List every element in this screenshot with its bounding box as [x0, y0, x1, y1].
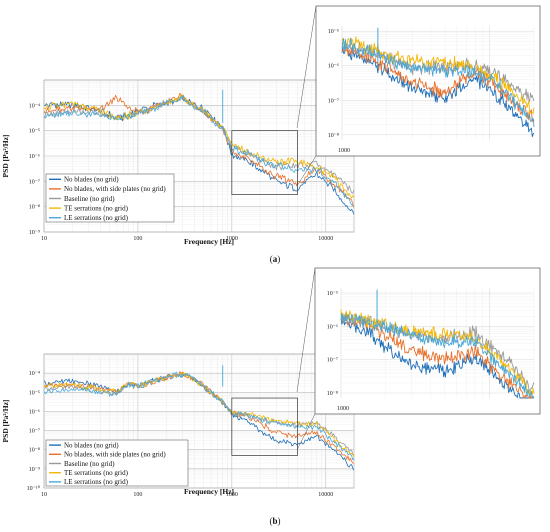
- x-axis-label: Frequency [Hz]: [184, 487, 234, 496]
- legend-box: [45, 173, 175, 223]
- series-line-4: [43, 93, 355, 199]
- legend-entry: No blades, with side plates (no grid): [64, 185, 166, 193]
- inset-y-tick-label: 10⁻⁷: [327, 358, 338, 364]
- inset-connector-line: [296, 413, 316, 451]
- inset-y-tick-label: 10⁻⁸: [328, 133, 339, 139]
- y-tick-label: 10⁻⁸: [29, 448, 40, 454]
- series-line-4: [43, 372, 355, 458]
- y-tick-label: 10⁻⁴: [29, 103, 40, 109]
- x-tick-label: 1000: [226, 492, 238, 498]
- legend: No blades (no grid)No blades, with side …: [45, 173, 175, 223]
- legend-entry: TE serrations (no grid): [64, 469, 129, 477]
- x-tick-label: 10: [41, 236, 47, 242]
- x-axis-label: Frequency [Hz]: [184, 237, 234, 246]
- panel-label: (b): [269, 516, 280, 526]
- inset-x-tick-label: 1000: [337, 406, 349, 412]
- y-tick-label: 10⁻⁷: [29, 429, 40, 435]
- inset-y-tick-label: 10⁻⁶: [328, 64, 339, 70]
- y-tick-label: 10⁻⁹: [29, 230, 40, 236]
- legend-box: [45, 439, 189, 487]
- inset-connector-line: [296, 5, 317, 129]
- inset-y-tick-label: 10⁻⁵: [328, 29, 339, 35]
- inset-y-tick-label: 10⁻⁵: [327, 291, 338, 297]
- y-tick-label: 10⁻⁵: [29, 129, 40, 135]
- y-tick-label: 10⁻¹⁰: [27, 485, 41, 492]
- inset-series-line-5: [340, 313, 535, 399]
- x-tick-label: 10000: [318, 492, 333, 498]
- y-tick-label: 10⁻⁵: [29, 390, 40, 396]
- x-tick-label: 10000: [318, 236, 333, 242]
- zoom-rectangle: [231, 397, 298, 456]
- legend-entry: LE serrations (no grid): [64, 214, 129, 222]
- y-axis-label: PSD [Pa²/Hz]: [1, 400, 10, 443]
- legend-entry: No blades (no grid): [64, 441, 119, 449]
- series-line-5: [43, 94, 355, 207]
- series-group: [43, 365, 355, 471]
- panel-label: (a): [270, 254, 281, 264]
- series-line-2: [43, 371, 355, 464]
- zoom-rectangle: [231, 130, 298, 195]
- y-tick-label: 10⁻⁶: [29, 154, 40, 160]
- inset-series-line-1: [340, 318, 534, 399]
- x-tick-label: 1000: [226, 236, 238, 242]
- series-group: [43, 89, 355, 215]
- legend: No blades (no grid) No blades, with side …: [45, 439, 189, 487]
- x-tick-label: 10: [41, 492, 47, 498]
- panel-b: 10 100 1000 1000010⁻¹⁰10⁻⁹10⁻⁸10⁻⁷10⁻⁶10⁻⁵1…: [1, 267, 541, 526]
- inset-connector-line: [296, 267, 316, 393]
- inset-y-tick-label: 10⁻⁶: [327, 324, 338, 330]
- y-tick-label: 10⁻⁴: [29, 371, 40, 377]
- legend-entry: No blades, with side plates (no grid): [64, 451, 166, 459]
- x-tick-label: 100: [133, 492, 142, 498]
- x-tick-label: 100: [133, 236, 142, 242]
- inset-connector-line: [296, 155, 317, 187]
- panel-a: 10 100 1000 10000 10⁻⁹ 10⁻⁸ 10⁻⁷ 10⁻⁶ 10⁻⁵ 10⁻⁴ Fr…: [1, 5, 541, 264]
- y-tick-label: 10⁻⁶: [29, 409, 40, 415]
- inset: 1000 10⁻⁵ 10⁻⁶ 10⁻⁷ 10⁻⁸: [296, 267, 541, 451]
- legend-entry: TE serrations (no grid): [64, 204, 129, 212]
- y-axis-label: PSD [Pa²/Hz]: [1, 135, 10, 178]
- inset-y-tick-label: 10⁻⁸: [327, 391, 338, 397]
- legend-entry: LE serrations (no grid): [64, 478, 129, 486]
- y-tick-label: 10⁻⁸: [29, 205, 40, 211]
- inset: 1000 10⁻⁵ 10⁻⁶ 10⁻⁷ 10⁻⁸: [296, 5, 541, 187]
- inset-series-line-5: [341, 37, 535, 128]
- inset-x-tick-label: 1000: [338, 148, 350, 154]
- series-line-5: [43, 371, 355, 461]
- legend-entry: No blades (no grid): [64, 176, 119, 184]
- y-tick-label: 10⁻⁷: [29, 179, 40, 185]
- inset-series-line-4: [341, 36, 535, 114]
- legend-entry: Baseline (no grid): [64, 460, 115, 468]
- legend-entry: Baseline (no grid): [64, 195, 115, 203]
- y-tick-label: 10⁻⁹: [29, 467, 40, 473]
- inset-y-tick-label: 10⁻⁷: [328, 98, 339, 104]
